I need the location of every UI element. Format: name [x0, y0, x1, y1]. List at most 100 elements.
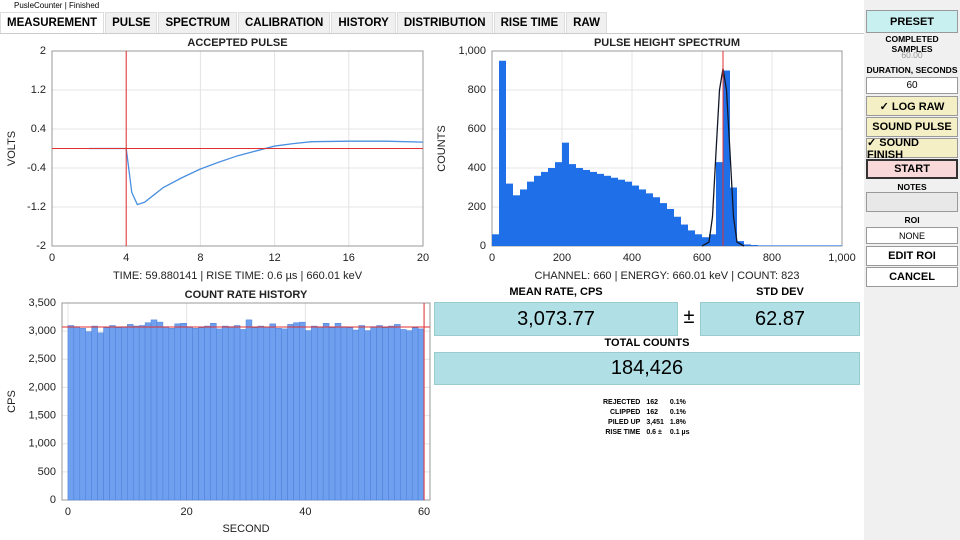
stat-name: PILED UP [608, 419, 641, 426]
chart-title: PULSE HEIGHT SPECTRUM [594, 37, 740, 49]
tab[interactable]: RISE TIME [493, 12, 566, 33]
annotation: CHANNEL: 660 | ENERGY: 660.01 keV | COUN… [535, 270, 800, 282]
y-tick-label: 0.4 [31, 123, 46, 135]
bar [534, 175, 541, 246]
roi-select[interactable]: NONE [866, 227, 958, 244]
bar [346, 327, 354, 501]
y-tick-label: 3,000 [28, 325, 56, 337]
y-tick-label: 2 [40, 45, 46, 57]
y-tick-label: 2,500 [28, 353, 56, 365]
annotation: TIME: 59.880141 | RISE TIME: 0.6 µs | 66… [113, 270, 363, 282]
mean-label: MEAN RATE, CPS [509, 286, 603, 298]
x-tick-label: 0 [65, 506, 71, 518]
bar [744, 244, 751, 246]
bar [150, 319, 158, 501]
y-tick-label: 2,000 [28, 381, 56, 393]
bar [653, 197, 660, 246]
tab[interactable]: MEASUREMENT [0, 12, 105, 33]
preset-button[interactable]: PRESET [866, 10, 958, 33]
bar [807, 245, 814, 246]
y-tick-label: 800 [468, 84, 486, 96]
y-tick-label: 1,500 [28, 409, 56, 421]
stat-name: REJECTED [603, 399, 641, 406]
bar [121, 326, 128, 501]
y-tick-label: 1.2 [31, 84, 46, 96]
bar [667, 208, 674, 246]
tab[interactable]: PULSE [105, 12, 158, 33]
bar [287, 324, 294, 501]
bar [370, 326, 377, 501]
bar [688, 230, 695, 246]
sound-finish-toggle[interactable]: ✓ SOUND FINISH [866, 137, 958, 161]
bar [79, 328, 86, 501]
bar [499, 60, 506, 246]
tab[interactable]: SPECTRUM [158, 12, 237, 33]
x-tick-label: 4 [123, 252, 129, 264]
bar [115, 327, 122, 501]
bar [821, 245, 828, 246]
sound-pulse-toggle[interactable]: SOUND PULSE [866, 117, 958, 137]
bar [144, 322, 152, 501]
bar [257, 325, 265, 501]
bar [156, 321, 164, 501]
bar [709, 234, 716, 246]
bar [132, 325, 140, 501]
y-tick-label: 200 [468, 201, 486, 213]
y-axis-label: VOLTS [6, 131, 18, 166]
bar [222, 325, 229, 501]
log-raw-toggle[interactable]: ✓ LOG RAW [866, 96, 958, 116]
bar [632, 185, 639, 246]
duration-input[interactable]: 60 [866, 77, 958, 94]
x-tick-label: 400 [623, 252, 641, 264]
bar [233, 325, 241, 501]
cancel-button[interactable]: CANCEL [866, 267, 958, 287]
bar [793, 245, 800, 246]
bar [590, 171, 597, 246]
notes-input[interactable] [866, 192, 958, 212]
bar [800, 245, 807, 246]
start-button[interactable]: START [866, 159, 958, 179]
bar [406, 330, 413, 501]
x-tick-label: 8 [197, 252, 203, 264]
tab[interactable]: CALIBRATION [237, 12, 331, 33]
bar [758, 245, 765, 246]
bar [660, 203, 667, 246]
bar [382, 327, 389, 501]
bar [716, 162, 723, 246]
duration-label: DURATION, SECONDS [866, 65, 958, 75]
bar [506, 183, 513, 246]
chart-title: ACCEPTED PULSE [187, 37, 287, 49]
y-tick-label: 500 [38, 466, 56, 478]
notes-label: NOTES [897, 182, 927, 192]
bar [85, 331, 92, 501]
bar [576, 168, 583, 246]
bar [168, 328, 176, 501]
bar [174, 323, 181, 501]
mean-value: 3,073.77 [434, 302, 678, 336]
x-tick-label: 600 [693, 252, 711, 264]
bar [352, 329, 360, 501]
bar [376, 325, 383, 501]
bar [520, 189, 527, 246]
bar [97, 332, 104, 501]
sidebar: PRESET COMPLETED SAMPLES 60.00 DURATION,… [864, 0, 960, 540]
bar [239, 329, 247, 501]
bar [492, 234, 499, 246]
y-tick-label: -0.4 [27, 162, 46, 174]
completed-value: 60.00 [901, 50, 923, 60]
edit-roi-button[interactable]: EDIT ROI [866, 246, 958, 266]
tab[interactable]: DISTRIBUTION [396, 12, 493, 33]
tab[interactable]: RAW [566, 12, 607, 33]
bar [293, 322, 300, 501]
bar [562, 142, 569, 246]
tab[interactable]: HISTORY [331, 12, 396, 33]
bar [334, 323, 342, 501]
bar [204, 325, 211, 501]
bar [569, 164, 576, 246]
bar [245, 319, 253, 501]
stats-table: REJECTED 162 0.1% CLIPPED 162 0.1% PILED UP 3… [600, 398, 692, 438]
bar [103, 327, 110, 501]
y-tick-label: 600 [468, 123, 486, 135]
stat-pct: 0.1% [669, 409, 686, 416]
plus-minus: ± [683, 306, 695, 328]
